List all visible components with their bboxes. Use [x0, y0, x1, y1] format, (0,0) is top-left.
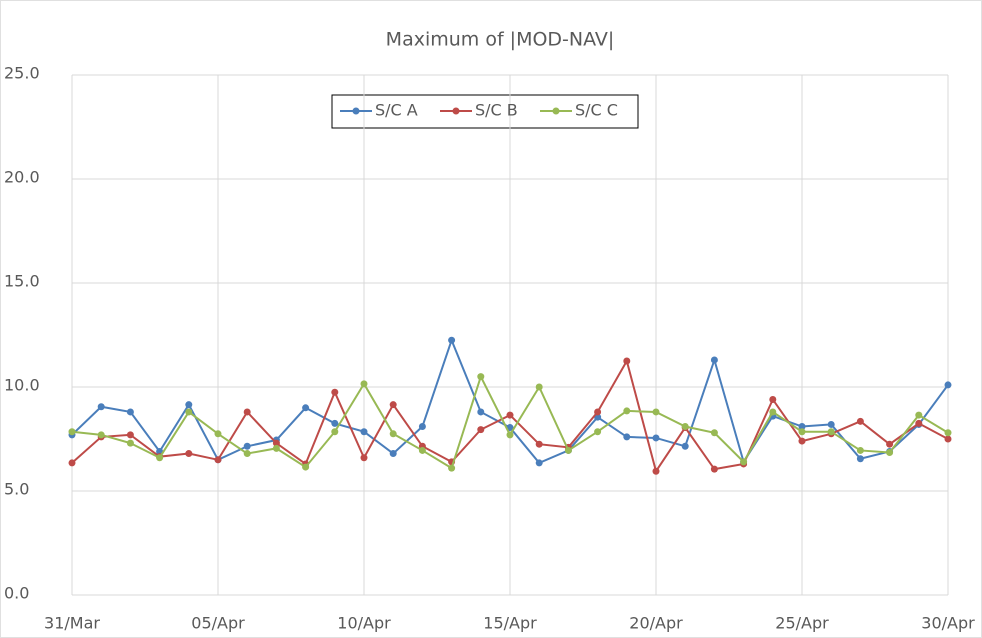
point — [915, 411, 923, 419]
point — [710, 356, 718, 364]
point — [827, 420, 835, 428]
point — [272, 439, 280, 447]
legend-box — [331, 94, 639, 129]
point — [652, 467, 660, 475]
point — [564, 446, 572, 454]
point — [886, 440, 894, 448]
point — [156, 454, 164, 462]
point — [915, 419, 923, 427]
point — [944, 381, 952, 389]
y-tick-label: 5.0 — [4, 480, 29, 499]
chart-title: Maximum of |MOD-NAV| — [386, 29, 615, 51]
point — [272, 444, 280, 452]
point — [331, 428, 339, 436]
point — [594, 428, 602, 436]
x-tick-label: 30/Apr — [921, 614, 975, 633]
point — [681, 442, 689, 450]
point — [243, 442, 251, 450]
point — [827, 428, 835, 436]
legend-label: S/C B — [475, 101, 518, 120]
point — [68, 459, 76, 467]
point — [448, 336, 456, 344]
point — [944, 435, 952, 443]
point — [97, 403, 105, 411]
point — [331, 388, 339, 396]
point — [798, 437, 806, 445]
point — [389, 430, 397, 438]
point — [652, 408, 660, 416]
point — [944, 429, 952, 437]
point — [740, 458, 748, 466]
point — [97, 431, 105, 439]
point — [360, 380, 368, 388]
point — [68, 428, 76, 436]
y-tick-label: 25.0 — [4, 64, 40, 83]
point — [652, 434, 660, 442]
point — [535, 440, 543, 448]
point — [856, 455, 864, 463]
point — [535, 459, 543, 467]
point — [623, 407, 631, 415]
point — [886, 449, 894, 457]
point — [126, 439, 134, 447]
point — [535, 383, 543, 391]
point — [594, 408, 602, 416]
x-tick-label: 25/Apr — [775, 614, 829, 633]
point — [506, 411, 514, 419]
point — [360, 454, 368, 462]
point — [185, 401, 193, 409]
point — [214, 456, 222, 464]
point — [243, 450, 251, 458]
point — [856, 417, 864, 425]
point — [798, 423, 806, 431]
point — [798, 428, 806, 436]
point — [710, 465, 718, 473]
point — [769, 395, 777, 403]
point — [214, 430, 222, 438]
legend-marker — [452, 107, 460, 115]
point — [331, 419, 339, 427]
legend-marker — [352, 107, 360, 115]
point — [623, 357, 631, 365]
y-tick-label: 10.0 — [4, 376, 40, 395]
x-tick-label: 10/Apr — [337, 614, 391, 633]
point — [126, 431, 134, 439]
point — [623, 433, 631, 441]
point — [506, 431, 514, 439]
point — [477, 408, 485, 416]
point — [243, 408, 251, 416]
point — [769, 408, 777, 416]
point — [448, 464, 456, 472]
x-tick-label: 15/Apr — [483, 614, 537, 633]
x-tick-label: 05/Apr — [191, 614, 245, 633]
point — [360, 428, 368, 436]
point — [185, 408, 193, 416]
point — [126, 408, 134, 416]
x-tick-label: 31/Mar — [44, 614, 100, 633]
point — [681, 423, 689, 431]
point — [856, 446, 864, 454]
legend-label: S/C A — [375, 101, 418, 120]
point — [302, 404, 310, 412]
y-tick-label: 20.0 — [4, 168, 40, 187]
point — [389, 401, 397, 409]
legend-marker — [552, 107, 560, 115]
point — [710, 429, 718, 437]
point — [477, 426, 485, 434]
point — [418, 423, 426, 431]
x-tick-label: 20/Apr — [629, 614, 683, 633]
point — [477, 373, 485, 381]
y-tick-label: 15.0 — [4, 272, 40, 291]
point — [302, 463, 310, 471]
point — [389, 450, 397, 458]
point — [418, 446, 426, 454]
point — [185, 450, 193, 458]
y-tick-label: 0.0 — [4, 584, 29, 603]
legend-label: S/C C — [575, 101, 618, 120]
